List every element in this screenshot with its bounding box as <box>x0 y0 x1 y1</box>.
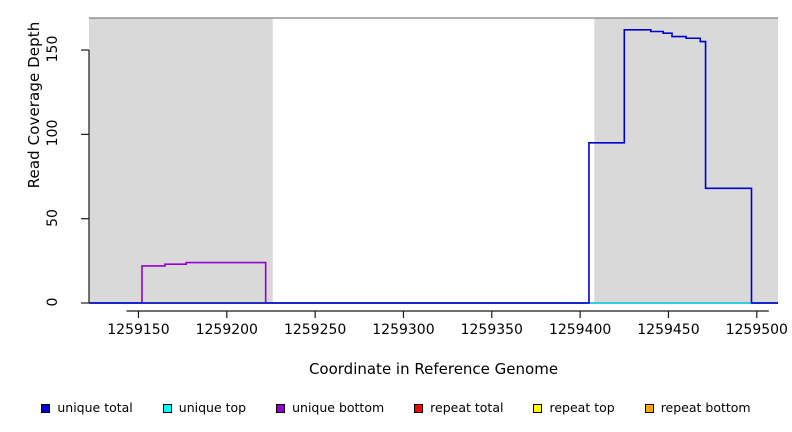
chart-legend: unique total unique top unique bottom repea… <box>0 398 792 418</box>
legend-swatch-icon <box>276 403 286 413</box>
y-tick-label-0: 0 <box>45 297 61 307</box>
x-tick-label-1259250: 1259250 <box>283 322 347 338</box>
series-unique-total <box>89 29 778 304</box>
x-tick-label-1259500: 1259500 <box>725 322 788 338</box>
legend-label: repeat top <box>549 399 615 415</box>
y-tick-label-100: 100 <box>45 120 61 147</box>
legend-label: unique total <box>57 399 133 415</box>
legend-swatch-icon <box>533 403 543 413</box>
legend-item-unique-bottom[interactable]: unique bottom <box>276 399 385 415</box>
legend-swatch-icon <box>414 403 424 413</box>
repeat-region-right <box>594 18 778 303</box>
x-tick-label-1259150: 1259150 <box>107 322 170 338</box>
x-tick-label-1259350: 1259350 <box>460 322 523 338</box>
shaded-regions-group <box>89 18 778 303</box>
legend-item-unique-top[interactable]: unique top <box>162 399 247 415</box>
y-tick-label-50: 50 <box>45 208 61 227</box>
y-tick-label-150: 150 <box>45 35 61 63</box>
legend-label: unique top <box>178 399 247 415</box>
x-tick-label-1259300: 1259300 <box>372 322 435 338</box>
y-axis-title: Read Coverage Depth <box>25 21 43 189</box>
data-series-group <box>89 29 778 304</box>
legend-item-repeat-top[interactable]: repeat top <box>533 399 615 415</box>
x-tick-label-1259200: 1259200 <box>195 322 258 338</box>
legend-swatch-icon <box>644 403 654 413</box>
x-tick-label-1259400: 1259400 <box>548 322 612 338</box>
legend-item-unique-total[interactable]: unique total <box>41 399 133 415</box>
legend-label: repeat bottom <box>660 399 751 415</box>
legend-label: unique bottom <box>292 399 385 415</box>
legend-swatch-icon <box>41 403 51 413</box>
x-tick-label-1259450: 1259450 <box>637 322 700 338</box>
legend-item-repeat-total[interactable]: repeat total <box>414 399 504 415</box>
legend-swatch-icon <box>162 403 172 413</box>
axis-tick-marks <box>81 49 758 318</box>
series-unique-bottom <box>89 261 778 304</box>
legend-item-repeat-bottom[interactable]: repeat bottom <box>644 399 751 415</box>
x-axis-title: Coordinate in Reference Genome <box>308 360 559 378</box>
axis-lines-group <box>88 50 769 312</box>
legend-label: repeat total <box>430 399 504 415</box>
repeat-region-left <box>89 18 273 303</box>
